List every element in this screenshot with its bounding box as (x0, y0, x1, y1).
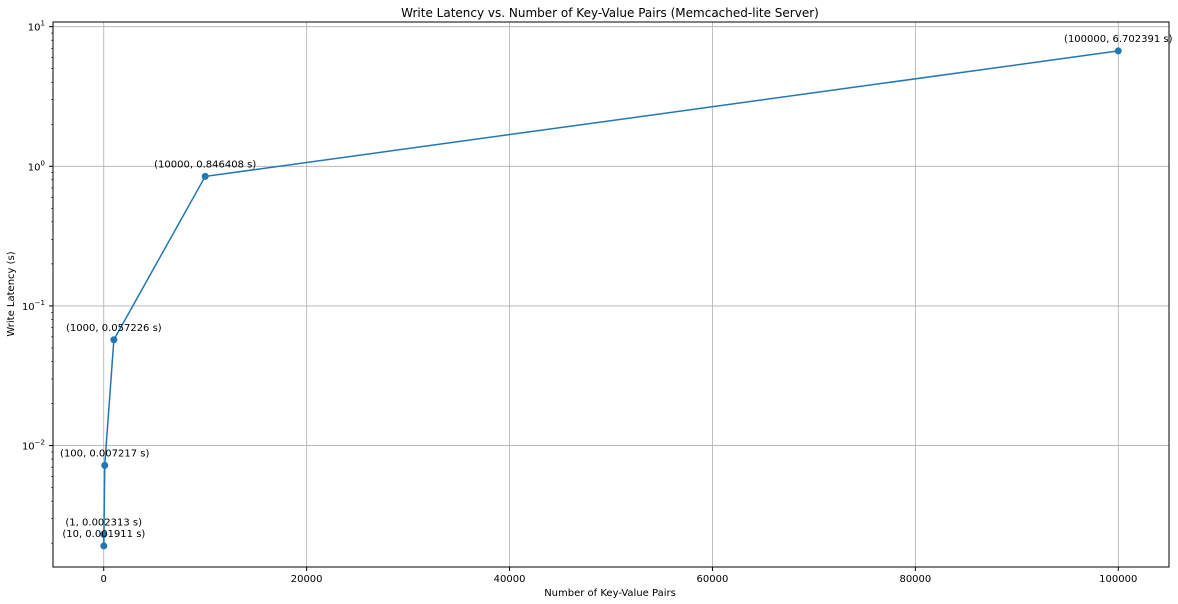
x-tick-label: 20000 (291, 574, 323, 585)
data-point (201, 172, 209, 180)
plot-frame (52, 21, 1170, 568)
data-point (110, 336, 118, 344)
x-tick-label: 80000 (899, 574, 931, 585)
data-label: (10, 0.001911 s) (62, 529, 145, 540)
y-axis-ticks: 10−2 10−1 100 101 (22, 20, 53, 544)
grid-layer (53, 22, 1169, 567)
chart-title: Write Latency vs. Number of Key-Value Pa… (401, 6, 819, 20)
data-point (101, 461, 109, 469)
x-axis-label: Number of Key-Value Pairs (544, 588, 676, 599)
data-label: (100000, 6.702391 s) (1064, 34, 1173, 45)
data-label: (10000, 0.846408 s) (154, 159, 256, 170)
data-label: (1, 0.002313 s) (65, 517, 142, 528)
data-label: (100, 0.007217 s) (60, 448, 149, 459)
data-point (1114, 47, 1122, 55)
x-tick-label: 60000 (697, 574, 729, 585)
points-layer (100, 47, 1122, 550)
x-axis-ticks: 0 20000 40000 60000 80000 100000 (101, 567, 1137, 585)
x-tick-label: 0 (101, 574, 107, 585)
x-tick-label: 40000 (494, 574, 526, 585)
y-tick-label: 100 (28, 159, 45, 173)
data-label: (1000, 0.057226 s) (66, 323, 162, 334)
data-point (100, 530, 108, 538)
y-tick-label: 10−2 (22, 439, 45, 453)
data-labels-layer: (1, 0.002313 s)(10, 0.001911 s) (100, 0.0… (60, 34, 1173, 540)
x-tick-label: 100000 (1099, 574, 1137, 585)
y-tick-label: 101 (28, 20, 45, 34)
y-axis-label: Write Latency (s) (6, 251, 17, 336)
data-point (100, 542, 108, 550)
y-tick-label: 10−1 (22, 299, 45, 313)
